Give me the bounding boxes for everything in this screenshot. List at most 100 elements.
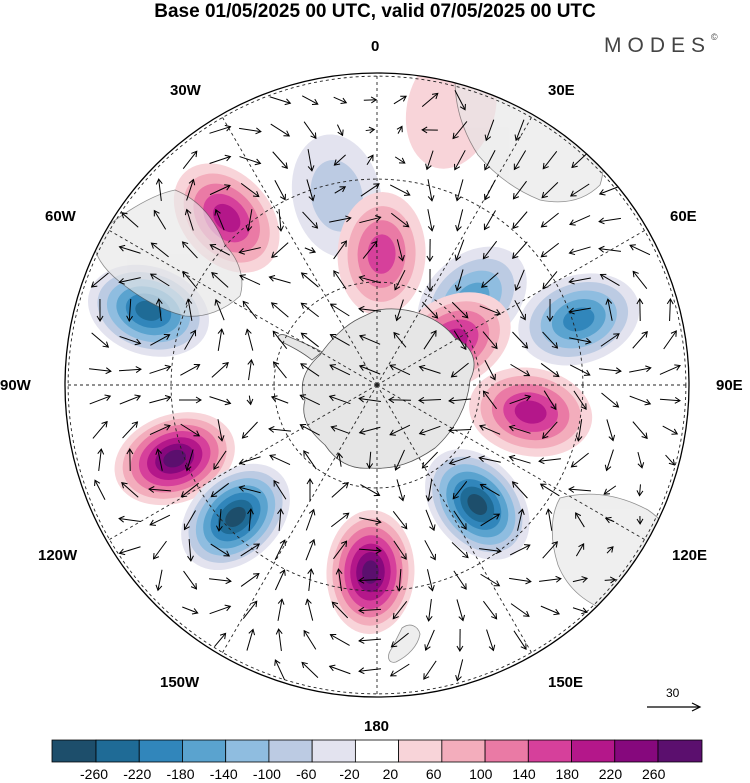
wind-vector <box>329 364 351 376</box>
wind-vector <box>210 543 231 557</box>
wind-vector <box>453 570 467 590</box>
wind-vector <box>426 238 434 262</box>
wind-vector <box>484 359 496 381</box>
wind-vector <box>178 396 202 404</box>
latitude-circle <box>273 281 481 489</box>
wind-vector <box>274 539 286 561</box>
wind-vector <box>155 298 163 321</box>
wind-vector <box>118 546 141 556</box>
wind-vector <box>153 209 167 230</box>
wind-vector <box>601 392 620 408</box>
wind-vector <box>275 628 283 651</box>
wind-vector <box>122 421 139 439</box>
wind-vector <box>455 179 464 202</box>
wind-vector <box>214 208 225 231</box>
wind-vector <box>606 546 614 554</box>
wind-vector <box>479 483 500 496</box>
anomaly-contour <box>212 203 241 233</box>
wind-vector <box>300 302 319 318</box>
wind-vector <box>239 127 262 135</box>
wind-vector <box>301 95 319 105</box>
wind-vector <box>569 183 590 197</box>
wind-vector <box>606 419 616 442</box>
wind-vector <box>546 298 554 322</box>
colorbar-box <box>51 739 97 763</box>
wind-vector <box>184 329 197 350</box>
wind-vector <box>305 598 314 621</box>
wind-vector <box>358 547 382 554</box>
lon-label-90e: 90E <box>716 377 743 394</box>
wind-vector <box>211 361 229 378</box>
wind-vector <box>306 478 314 502</box>
wind-vector <box>448 397 472 404</box>
wind-vector <box>663 330 677 350</box>
wind-vector <box>454 150 466 171</box>
wind-vector <box>636 484 644 497</box>
wind-vector <box>632 421 648 440</box>
wind-vector <box>423 329 437 350</box>
lon-label-60w: 60W <box>45 208 76 225</box>
wind-vector <box>480 513 501 527</box>
wind-vector <box>333 154 346 166</box>
wind-vector <box>155 569 163 592</box>
wind-vector <box>483 210 496 231</box>
wind-vector <box>214 298 225 321</box>
wind-vector <box>424 629 435 651</box>
wind-vector <box>239 274 261 285</box>
latitude-circle <box>170 178 584 592</box>
wind-vector <box>636 516 644 525</box>
wind-vector <box>568 246 591 256</box>
wind-vector <box>453 330 467 351</box>
wind-vector <box>211 271 229 288</box>
wind-vector <box>629 244 651 256</box>
wind-vector <box>484 119 495 142</box>
wind-vector <box>181 241 198 259</box>
wind-vector <box>482 600 498 620</box>
wind-vector <box>605 298 613 321</box>
wind-vector <box>366 451 374 470</box>
wind-vector <box>247 508 254 532</box>
colorbar-tick-label: -100 <box>252 766 281 782</box>
wind-vector <box>277 208 284 232</box>
wind-vector <box>423 660 437 680</box>
wind-vector <box>512 241 528 259</box>
wind-vector <box>274 180 286 201</box>
wind-vector <box>512 180 527 200</box>
map-boundary <box>64 72 690 698</box>
wind-vector <box>217 419 225 442</box>
wind-vector <box>542 271 558 290</box>
colorbar-tick-label: 220 <box>598 766 623 782</box>
anomaly-contour <box>225 506 246 527</box>
wind-vector <box>246 395 254 406</box>
wind-vector <box>268 425 291 433</box>
wind-vector <box>247 358 255 381</box>
wind-vector <box>421 92 439 107</box>
wind-vector <box>272 151 288 169</box>
wind-vector <box>277 508 284 532</box>
wind-vector <box>598 217 621 225</box>
wind-vector <box>358 275 381 284</box>
colorbar-box <box>225 739 270 763</box>
wind-vector <box>391 212 410 228</box>
colorbar-tick-label: -180 <box>166 766 195 782</box>
wind-vector <box>329 333 350 346</box>
meridian-line <box>376 228 648 386</box>
lon-label-180: 180 <box>364 718 390 735</box>
meridian-line <box>106 228 378 386</box>
wind-vector <box>118 277 141 285</box>
wind-vector <box>182 150 198 169</box>
wind-vector <box>336 452 344 467</box>
wind-vector <box>277 598 285 621</box>
wind-vector <box>333 540 348 560</box>
wind-vector <box>336 124 344 137</box>
wind-vector <box>392 511 408 530</box>
anomaly-center <box>114 412 235 506</box>
wind-vector <box>448 455 471 466</box>
wind-vector <box>394 299 404 322</box>
wind-vector <box>393 95 407 105</box>
wind-vector <box>182 606 199 615</box>
wind-vector <box>300 272 319 288</box>
wind-vector <box>543 390 557 411</box>
wind-vector <box>91 332 110 348</box>
wind-vector <box>362 240 378 259</box>
